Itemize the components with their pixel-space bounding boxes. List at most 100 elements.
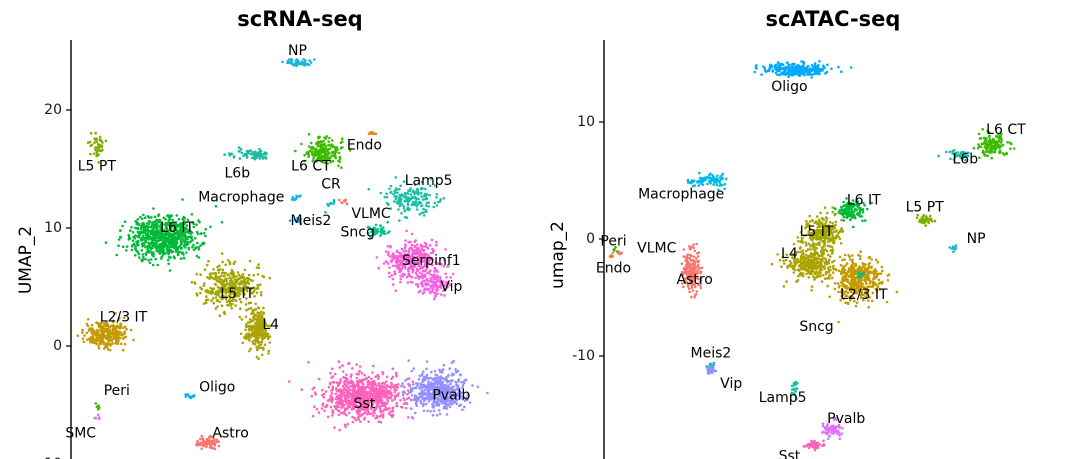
data-point [433, 266, 437, 270]
data-point [412, 260, 416, 264]
data-point [223, 312, 227, 316]
data-point [454, 368, 457, 371]
data-point [95, 336, 98, 339]
data-point [153, 215, 157, 219]
data-point [239, 275, 243, 279]
data-point [262, 152, 265, 156]
data-point [415, 188, 419, 191]
data-point [400, 384, 403, 388]
data-point [137, 252, 141, 256]
data-point [257, 344, 261, 347]
data-point [218, 300, 221, 304]
data-point [318, 153, 322, 157]
data-point [396, 383, 400, 386]
data-point [853, 216, 857, 219]
data-point [288, 61, 291, 65]
data-point [160, 238, 164, 242]
data-point [695, 180, 699, 184]
scatac-cluster-np [948, 244, 958, 254]
data-point [119, 322, 123, 326]
data-point [245, 308, 248, 312]
data-point [353, 396, 357, 400]
data-point [231, 270, 234, 274]
data-point [171, 218, 174, 222]
data-point [228, 276, 232, 279]
data-point [253, 329, 257, 332]
data-point [140, 239, 143, 242]
data-point [298, 220, 302, 223]
data-point [233, 294, 237, 298]
data-point [692, 179, 696, 182]
scrna-cluster-oligo [184, 393, 196, 400]
data-point [424, 193, 428, 196]
data-point [423, 388, 426, 392]
data-point [173, 256, 176, 260]
data-point [351, 367, 354, 370]
data-point [245, 322, 248, 326]
data-point [423, 252, 426, 255]
data-point [97, 404, 100, 408]
data-point [459, 373, 462, 377]
data-point [244, 283, 247, 287]
data-point [826, 211, 829, 215]
scrna-cluster-sncg [366, 220, 391, 239]
data-point [261, 333, 265, 337]
data-point [349, 381, 353, 385]
data-point [259, 317, 263, 321]
data-point [351, 415, 354, 419]
data-point [249, 152, 252, 156]
data-point [100, 324, 103, 328]
data-point [180, 224, 183, 228]
data-point [253, 332, 257, 335]
data-point [243, 335, 247, 338]
data-point [446, 282, 449, 286]
data-point [405, 229, 408, 233]
data-point [417, 264, 421, 268]
data-point [381, 385, 384, 389]
data-point [260, 346, 263, 350]
data-point [199, 244, 202, 247]
data-point [190, 213, 194, 216]
data-point [220, 283, 224, 287]
data-point [785, 71, 788, 75]
data-point [157, 214, 160, 217]
data-point [245, 297, 248, 300]
data-point [94, 148, 97, 152]
data-point [130, 226, 133, 229]
data-point [329, 381, 332, 385]
data-point [330, 154, 333, 157]
data-point [287, 380, 291, 383]
data-point [217, 290, 221, 294]
data-point [236, 271, 240, 274]
data-point [340, 137, 344, 140]
data-point [371, 371, 374, 374]
data-point [401, 391, 405, 394]
data-point [411, 416, 415, 420]
data-point [424, 273, 427, 276]
data-point [216, 265, 219, 269]
data-point [127, 233, 130, 237]
data-point [404, 379, 407, 382]
y-tick-label: 0 [53, 338, 62, 354]
data-point [203, 268, 207, 271]
data-point [157, 239, 160, 243]
data-point [365, 408, 369, 412]
data-point [255, 348, 259, 352]
data-point [123, 330, 126, 334]
data-point [150, 216, 153, 219]
data-point [392, 255, 396, 259]
data-point [246, 285, 250, 289]
data-point [792, 71, 795, 74]
data-point [402, 257, 406, 261]
data-point [410, 247, 414, 250]
data-point [445, 413, 449, 416]
data-point [154, 239, 158, 242]
data-point [249, 327, 252, 331]
data-point [724, 177, 728, 181]
data-point [175, 236, 179, 239]
data-point [262, 311, 265, 315]
data-point [343, 200, 347, 203]
data-point [718, 176, 722, 179]
data-point [392, 192, 395, 196]
data-point [427, 400, 431, 403]
